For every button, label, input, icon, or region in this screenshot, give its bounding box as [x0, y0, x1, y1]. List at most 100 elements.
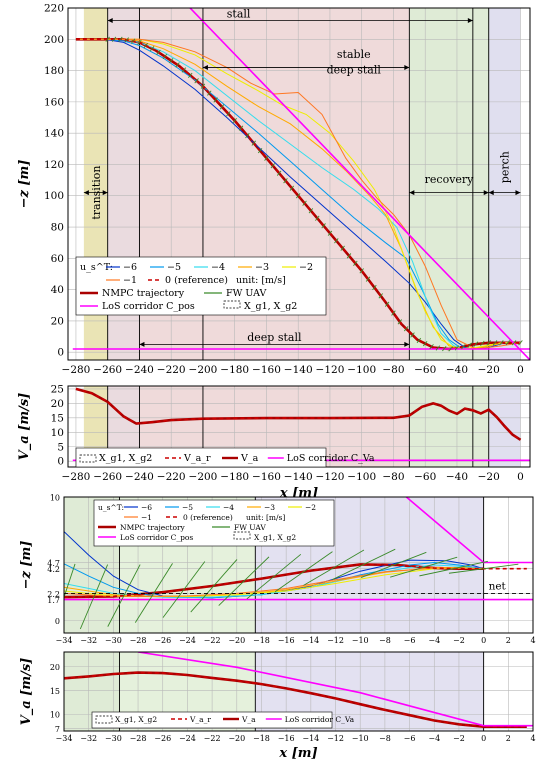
- x-tick-label: −200: [189, 364, 218, 376]
- y-tick-label: 4.7: [47, 559, 60, 568]
- uav-glyph: [232, 118, 237, 124]
- uav-glyph: [149, 46, 155, 52]
- legend-entry: −3: [264, 503, 275, 512]
- x-tick-label: −12: [327, 734, 344, 743]
- y-tick-label: 20: [50, 663, 60, 672]
- x-tick-label: −60: [414, 471, 436, 483]
- uav-markers: [105, 36, 523, 352]
- x-tick-label: −100: [347, 364, 376, 376]
- uav-glyph: [486, 340, 491, 346]
- legend-swatch: [223, 300, 241, 309]
- uav-glyph: [218, 556, 270, 606]
- x-tick-label: −20: [478, 471, 500, 483]
- x-tick-label: −14: [302, 636, 319, 645]
- x-tick-label: −120: [316, 471, 345, 483]
- legend-entry: NMPC trajectory: [120, 523, 186, 532]
- uav-glyph: [308, 208, 314, 214]
- y-tick-label: 0: [57, 347, 64, 359]
- series-line: [64, 563, 527, 598]
- uav-glyph: [270, 163, 276, 169]
- uav-glyph: [79, 564, 109, 630]
- net-label: net: [489, 581, 507, 593]
- x-tick-label: −30: [105, 734, 122, 743]
- y-tick-label: 10: [51, 427, 64, 439]
- uav-glyph: [448, 346, 453, 352]
- x-tick-label: −34: [56, 734, 73, 743]
- y-tick-label: 10: [50, 711, 60, 720]
- legend-entry: unit: [m/s]: [236, 275, 286, 286]
- y-tick-label: 25: [51, 383, 64, 395]
- x-tick-label: −26: [154, 636, 171, 645]
- y-tick-label: 15: [50, 687, 60, 696]
- legend-swatch: [233, 531, 251, 540]
- uav-glyph: [454, 345, 460, 351]
- y-tick-label: 10: [50, 494, 60, 503]
- legend-entry: FW UAV: [226, 288, 266, 299]
- legend: u_s^T: −6 −5 −4 −3 −2 −1 0 (reference) unit: [m/…: [75, 256, 327, 316]
- legend-entry: V_a_r: [183, 453, 211, 464]
- uav-glyph: [162, 53, 168, 60]
- uav-glyph: [190, 559, 238, 613]
- uav-glyph: [295, 193, 301, 199]
- x-tick-label: −20: [228, 734, 245, 743]
- zoom-airspeed-panel: −34 −32 −30 −28 −26 −24 −22 −20 −18 −16 −14 −12 −10−…: [19, 651, 536, 761]
- x-tick-label: −12: [327, 636, 344, 645]
- uav-glyph: [397, 319, 403, 325]
- uav-glyph: [372, 284, 377, 291]
- x-tick-label: 0: [517, 471, 524, 483]
- y-tick-label: 15: [51, 412, 64, 424]
- uav-glyph: [207, 90, 212, 96]
- legend-entry: V_a_r: [189, 715, 211, 724]
- uav-glyph: [251, 140, 256, 146]
- uav-glyph: [274, 551, 333, 593]
- x-tick-label: −28: [130, 734, 147, 743]
- legend-entry: 0 (reference): [183, 513, 233, 522]
- legend-entry: LoS corridor C_Va: [285, 715, 355, 724]
- x-tick-label: −200: [189, 471, 218, 483]
- x-tick-label: −140: [284, 471, 313, 483]
- x-tick-label: −6: [404, 734, 416, 743]
- x-tick-label: −26: [154, 734, 171, 743]
- legend-entry: V_a: [240, 453, 259, 464]
- legend-entry: FW UAV: [234, 523, 266, 532]
- uav-glyph: [448, 563, 519, 574]
- uav-glyph: [315, 215, 320, 221]
- x-tick-label: −2: [453, 734, 465, 743]
- x-tick-label: −4: [428, 734, 440, 743]
- recovery-label: recovery: [425, 173, 475, 186]
- uav-glyph: [168, 58, 174, 64]
- uav-glyph: [378, 293, 383, 299]
- series-line: [137, 652, 533, 727]
- x-tick-label: −10: [352, 734, 369, 743]
- x-tick-label: −20: [478, 364, 500, 376]
- uav-glyph: [200, 83, 206, 89]
- uav-glyph: [332, 548, 396, 581]
- uav-glyph: [359, 268, 364, 274]
- x-tick-label: −40: [446, 471, 468, 483]
- legend-entry: −5: [182, 503, 193, 512]
- x-tick-label: −10: [352, 636, 369, 645]
- uav-glyph: [283, 178, 288, 184]
- uav-glyph: [111, 36, 117, 42]
- legend-entry: X_g1, X_g2: [244, 301, 297, 312]
- series-line: [75, 38, 521, 350]
- x-tick-label: −100: [347, 471, 376, 483]
- x-tick-label: 0: [481, 636, 486, 645]
- uav-glyph: [105, 36, 110, 42]
- x-tick-label: 4: [530, 734, 535, 743]
- x-tick-label: −8: [379, 734, 391, 743]
- uav-glyph: [435, 345, 441, 351]
- uav-glyph: [175, 62, 180, 68]
- x-tick-label: −80: [382, 364, 404, 376]
- uav-glyph: [480, 340, 485, 347]
- y-tick-label: 7: [55, 725, 60, 734]
- legend-entry: NMPC trajectory: [102, 288, 185, 299]
- legend-entry: LoS corridor C_pos: [120, 533, 193, 542]
- series-line: [75, 38, 521, 350]
- uav-glyph: [360, 551, 427, 579]
- top-altitude-panel: −280 −260 −240 −220 −200 −180 −160 −140 −120 −100…: [17, 3, 531, 376]
- x-tick-label: −180: [220, 364, 249, 376]
- legend-entry: −2: [305, 503, 316, 512]
- x-tick-label: −60: [414, 364, 436, 376]
